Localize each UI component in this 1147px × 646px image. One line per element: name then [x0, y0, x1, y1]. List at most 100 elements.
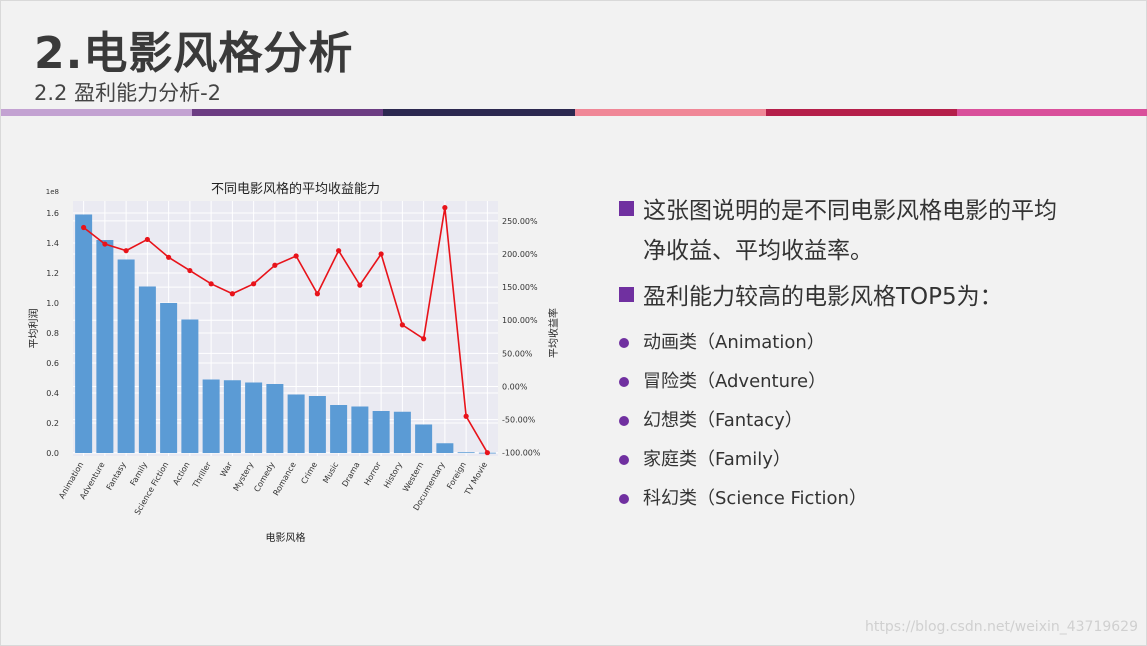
y2-tick-label: 150.00% [502, 283, 538, 292]
color-stripe-segment [765, 109, 957, 116]
dot-bullet-icon [619, 455, 629, 465]
line-point [378, 251, 384, 257]
line-point [208, 281, 214, 287]
y-tick-label: 1.4 [46, 239, 59, 248]
bar [160, 303, 178, 453]
bullet-list: 这张图说明的是不同电影风格电影的平均 净收益、平均收益率。 盈利能力较高的电影风… [617, 191, 1087, 518]
line-point [81, 224, 87, 231]
top5-item-label: 科幻类（Science Fiction） [643, 488, 867, 509]
bar [330, 405, 348, 453]
bar [308, 396, 326, 453]
bar [202, 379, 220, 453]
bar [75, 214, 93, 453]
main-bullet-1: 这张图说明的是不同电影风格电影的平均 净收益、平均收益率。 [617, 191, 1087, 271]
y2-tick-label: 50.00% [502, 349, 533, 358]
y-tick-label: 0.8 [46, 329, 59, 338]
bar [181, 319, 199, 453]
watermark: https://blog.csdn.net/weixin_43719629 [864, 619, 1138, 635]
x-tick-label: Foreign [445, 461, 468, 491]
bar [415, 424, 433, 453]
color-stripe-segment [1, 109, 193, 116]
main-bullet-2: 盈利能力较高的电影风格TOP5为： [617, 277, 1087, 317]
line-point [421, 336, 427, 342]
y-tick-label: 0.2 [46, 419, 59, 428]
bar [287, 394, 305, 453]
top5-item: 家庭类（Family） [617, 440, 1087, 479]
x-tick-label: Fantasy [105, 460, 128, 491]
y-tick-label: 1.2 [46, 269, 59, 278]
y2-tick-label: 200.00% [502, 250, 538, 259]
series-line [83, 207, 489, 454]
line-point [336, 248, 342, 254]
x-tick-label: History [382, 460, 404, 489]
bar [245, 382, 263, 453]
line-point [229, 291, 235, 297]
bar [351, 406, 369, 453]
y2-tick-label: 100.00% [502, 316, 538, 325]
profit-chart: 0.0 0.2 0.4 0.6 0.8 1.0 1.2 1.4 1.6 1e8 -100.00% -5… [27, 181, 560, 544]
y2-axis-label: 平均收益率 [547, 308, 560, 358]
top5-item-label: 家庭类（Family） [643, 449, 791, 470]
line-point [463, 413, 469, 419]
bar [96, 240, 114, 453]
x-tick-label: Drama [340, 460, 361, 488]
x-axis-label: 电影风格 [266, 531, 306, 544]
line-point [166, 254, 172, 260]
top5-item-label: 动画类（Animation） [643, 332, 825, 353]
square-bullet-icon [619, 287, 634, 302]
x-tick-label: Thriller [191, 460, 214, 490]
bar [372, 411, 390, 453]
bar [138, 286, 156, 453]
y-axis-label: 平均利润 [27, 309, 40, 349]
plot-area [73, 201, 498, 456]
main-bullet-line: 这张图说明的是不同电影风格电影的平均 [643, 198, 1057, 224]
y-tick-label: 0.4 [46, 389, 59, 398]
y-tick-label: 0.0 [46, 449, 59, 458]
y-tick-label: 1.0 [46, 299, 59, 308]
chart-title: 不同电影风格的平均收益能力 [211, 181, 380, 197]
y-offset-label: 1e8 [46, 188, 59, 196]
top5-item: 科幻类（Science Fiction） [617, 479, 1087, 518]
line-point [123, 248, 129, 254]
slide-subtitle: 2.2 盈利能力分析-2 [34, 81, 222, 105]
x-tick-label: Action [171, 461, 191, 487]
y2-tick-label: -100.00% [502, 449, 541, 458]
dot-bullet-icon [619, 338, 629, 348]
line-point [314, 291, 320, 297]
line-point [251, 281, 257, 287]
chart-container: 0.0 0.2 0.4 0.6 0.8 1.0 1.2 1.4 1.6 1e8 -100.00% -5… [23, 173, 583, 553]
top5-item-label: 冒险类（Adventure） [643, 371, 827, 392]
bar [223, 380, 241, 453]
y2-tick-label: -50.00% [502, 416, 536, 425]
x-tick-label: Mystery [232, 460, 256, 492]
line-point [399, 322, 405, 328]
x-tick-label: Family [128, 460, 149, 487]
line-point [484, 450, 490, 456]
main-bullet-line: 净收益、平均收益率。 [643, 238, 873, 264]
line-point [144, 236, 150, 243]
color-stripe-segment [192, 109, 384, 116]
dot-bullet-icon [619, 416, 629, 426]
color-stripe-segment [574, 109, 766, 116]
x-tick-label: Music [321, 461, 340, 485]
line-point [357, 282, 363, 288]
dot-bullet-icon [619, 377, 629, 387]
top5-item: 幻想类（Fantacy） [617, 401, 1087, 440]
line-point [272, 262, 278, 268]
y-tick-label: 1.6 [46, 209, 59, 218]
slide-title: 2.电影风格分析 [34, 28, 354, 79]
color-stripe-segment [956, 109, 1147, 116]
bar [457, 452, 475, 454]
bar [393, 411, 411, 453]
color-stripe-segment [383, 109, 575, 116]
bar [436, 443, 454, 453]
line-point [293, 253, 299, 259]
top5-item: 冒险类（Adventure） [617, 362, 1087, 401]
top5-item-label: 幻想类（Fantacy） [643, 410, 803, 431]
bar [266, 384, 284, 453]
y2-tick-label: 0.00% [502, 382, 528, 391]
top5-item: 动画类（Animation） [617, 323, 1087, 362]
y-tick-label: 0.6 [46, 359, 59, 368]
x-tick-label: Crime [299, 460, 319, 485]
